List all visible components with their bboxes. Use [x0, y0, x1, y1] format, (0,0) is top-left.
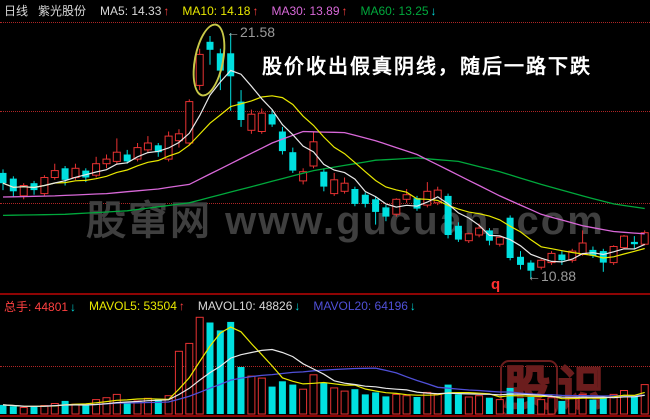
- top-info-bar: 日线 紫光股份 MA5: 14.33 ↑ MA10: 14.18 ↑ MA30: 1…: [0, 0, 650, 21]
- mavol20-value: MAVOL20: 64196: [313, 299, 408, 313]
- mavol10-down-arrow-icon: ↓: [294, 299, 301, 313]
- low-price-label: ←10.88: [527, 268, 577, 284]
- volume-down-arrow-icon: ↓: [70, 299, 77, 314]
- headline-annotation: 股价收出假真阴线，随后一路下跌: [262, 56, 592, 78]
- mavol5-legend: MAVOL5: 53504 ↑: [89, 299, 185, 313]
- total-volume-value: 总手: 44801: [4, 299, 69, 314]
- site-watermark: 股窜网 www.gucuan. com: [86, 199, 605, 243]
- mavol20-legend: MAVOL20: 64196 ↓: [313, 299, 416, 313]
- ma30-up-arrow-icon: ↑: [341, 3, 348, 18]
- volume-info-bar: 总手: 44801 ↓ MAVOL5: 53504 ↑ MAVOL10: 48826…: [0, 297, 650, 315]
- ma5-up-arrow-icon: ↑: [163, 3, 170, 18]
- ma60-legend: MA60: 13.25 ↓: [361, 4, 437, 18]
- mavol5-value: MAVOL5: 53504: [89, 299, 177, 313]
- ma10-legend: MA10: 14.18 ↑: [182, 4, 258, 18]
- bottom-border: [0, 415, 650, 417]
- ma10-value: MA10: 14.18: [182, 3, 251, 18]
- panel-separator: [0, 293, 650, 295]
- ma10-up-arrow-icon: ↑: [252, 3, 259, 18]
- ma30-value: MA30: 13.89: [271, 3, 340, 18]
- total-volume-legend: 总手: 44801 ↓: [4, 298, 76, 315]
- ma5-legend: MA5: 14.33 ↑: [100, 4, 169, 18]
- mavol10-value: MAVOL10: 48826: [197, 299, 293, 313]
- ma5-value: MA5: 14.33: [100, 3, 162, 18]
- mavol10-legend: MAVOL10: 48826 ↓: [198, 299, 301, 313]
- mavol5-up-arrow-icon: ↑: [178, 299, 185, 313]
- ma30-legend: MA30: 13.89 ↑: [271, 4, 347, 18]
- mavol20-down-arrow-icon: ↓: [409, 299, 416, 313]
- stock-name[interactable]: 紫光股份: [38, 4, 87, 18]
- gridline: [0, 366, 650, 367]
- peak-price-label: ←21.58: [226, 24, 276, 40]
- ma60-down-arrow-icon: ↓: [430, 3, 437, 18]
- gridline: [0, 22, 650, 23]
- period-label[interactable]: 日线: [4, 4, 29, 18]
- ex-rights-marker: q: [491, 276, 501, 293]
- gridline: [0, 203, 650, 204]
- ma60-value: MA60: 13.25: [360, 3, 429, 18]
- gridline: [0, 111, 650, 112]
